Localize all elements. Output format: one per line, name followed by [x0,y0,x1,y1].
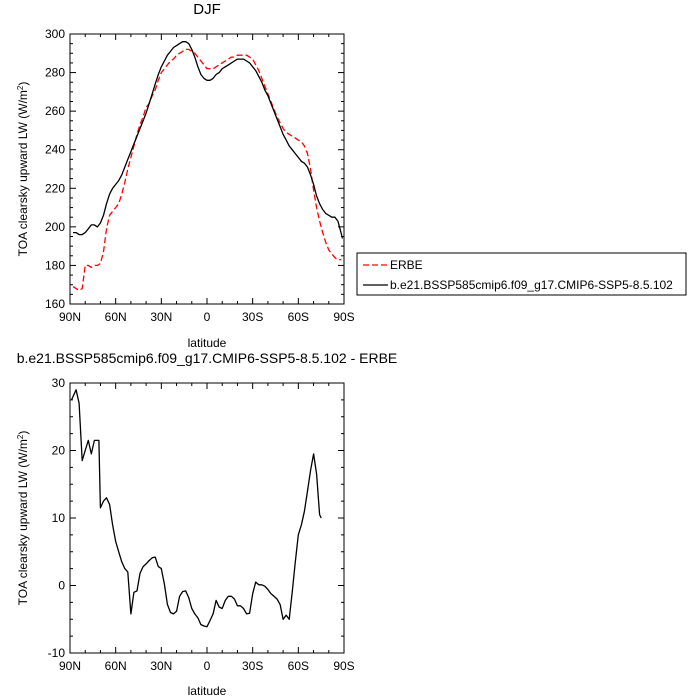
y-tick-label: -10 [48,646,66,660]
bottom-chart-title: b.e21.BSSP585cmip6.f09_g17.CMIP6-SSP5-8.… [17,350,398,366]
legend: ERBE b.e21.BSSP585cmip6.f09_g17.CMIP6-SS… [356,252,687,296]
bottom-chart-x-axis-label: latitude [188,684,227,698]
bottom-chart-y-axis-label: TOA clearsky upward LW (W/m2) [16,431,31,606]
x-tick-label: 60S [288,310,309,324]
bottom-chart-y-ticks: -10 0 10 20 30 [48,376,344,660]
x-tick-label: 90S [333,659,354,673]
bottom-chart: b.e21.BSSP585cmip6.f09_g17.CMIP6-SSP5-8.… [16,350,398,698]
y-tick-label: 10 [52,511,66,525]
x-tick-label: 60N [105,659,127,673]
x-tick-label: 30S [242,310,263,324]
y-tick-label: 280 [45,66,65,80]
series-line-0 [70,389,322,628]
y-tick-label: 160 [45,297,65,311]
bottom-chart-x-ticks: 90N 60N 30N 0 30S 60S 90S [59,383,355,673]
series-line-0 [72,48,341,292]
x-tick-label: 90S [333,310,354,324]
legend-label-erbe: ERBE [390,258,423,272]
y-tick-label: 300 [45,27,65,41]
x-tick-label: 30N [150,310,172,324]
x-tick-label: 60S [288,659,309,673]
y-tick-label: 20 [52,444,66,458]
top-chart: DJF 90N 60N 30N 0 30S 60S 90S 160 180 200 220 240 2… [16,1,355,350]
x-tick-label: 0 [204,659,211,673]
x-tick-label: 90N [59,659,81,673]
top-chart-x-axis-label: latitude [188,336,227,350]
top-chart-series [72,41,344,292]
y-tick-label: 180 [45,258,65,272]
top-chart-title: DJF [193,1,221,18]
bottom-chart-series [70,389,322,628]
x-tick-label: 90N [59,310,81,324]
y-tick-label: 240 [45,143,65,157]
legend-label-model: b.e21.BSSP585cmip6.f09_g17.CMIP6-SSP5-8.… [390,278,673,292]
x-tick-label: 30N [150,659,172,673]
top-chart-y-axis-label: TOA clearsky upward LW (W/m2) [16,82,31,257]
x-tick-label: 0 [204,310,211,324]
series-line-1 [73,41,344,239]
y-tick-label: 220 [45,181,65,195]
y-tick-label: 30 [52,376,66,390]
y-tick-label: 0 [58,579,65,593]
top-chart-plot-area [69,33,345,305]
top-chart-y-ticks: 160 180 200 220 240 260 280 300 [45,27,344,311]
legend-box [356,252,687,296]
top-chart-x-ticks: 90N 60N 30N 0 30S 60S 90S [59,34,355,324]
x-tick-label: 30S [242,659,263,673]
y-tick-label: 260 [45,104,65,118]
y-tick-label: 200 [45,220,65,234]
x-tick-label: 60N [105,310,127,324]
